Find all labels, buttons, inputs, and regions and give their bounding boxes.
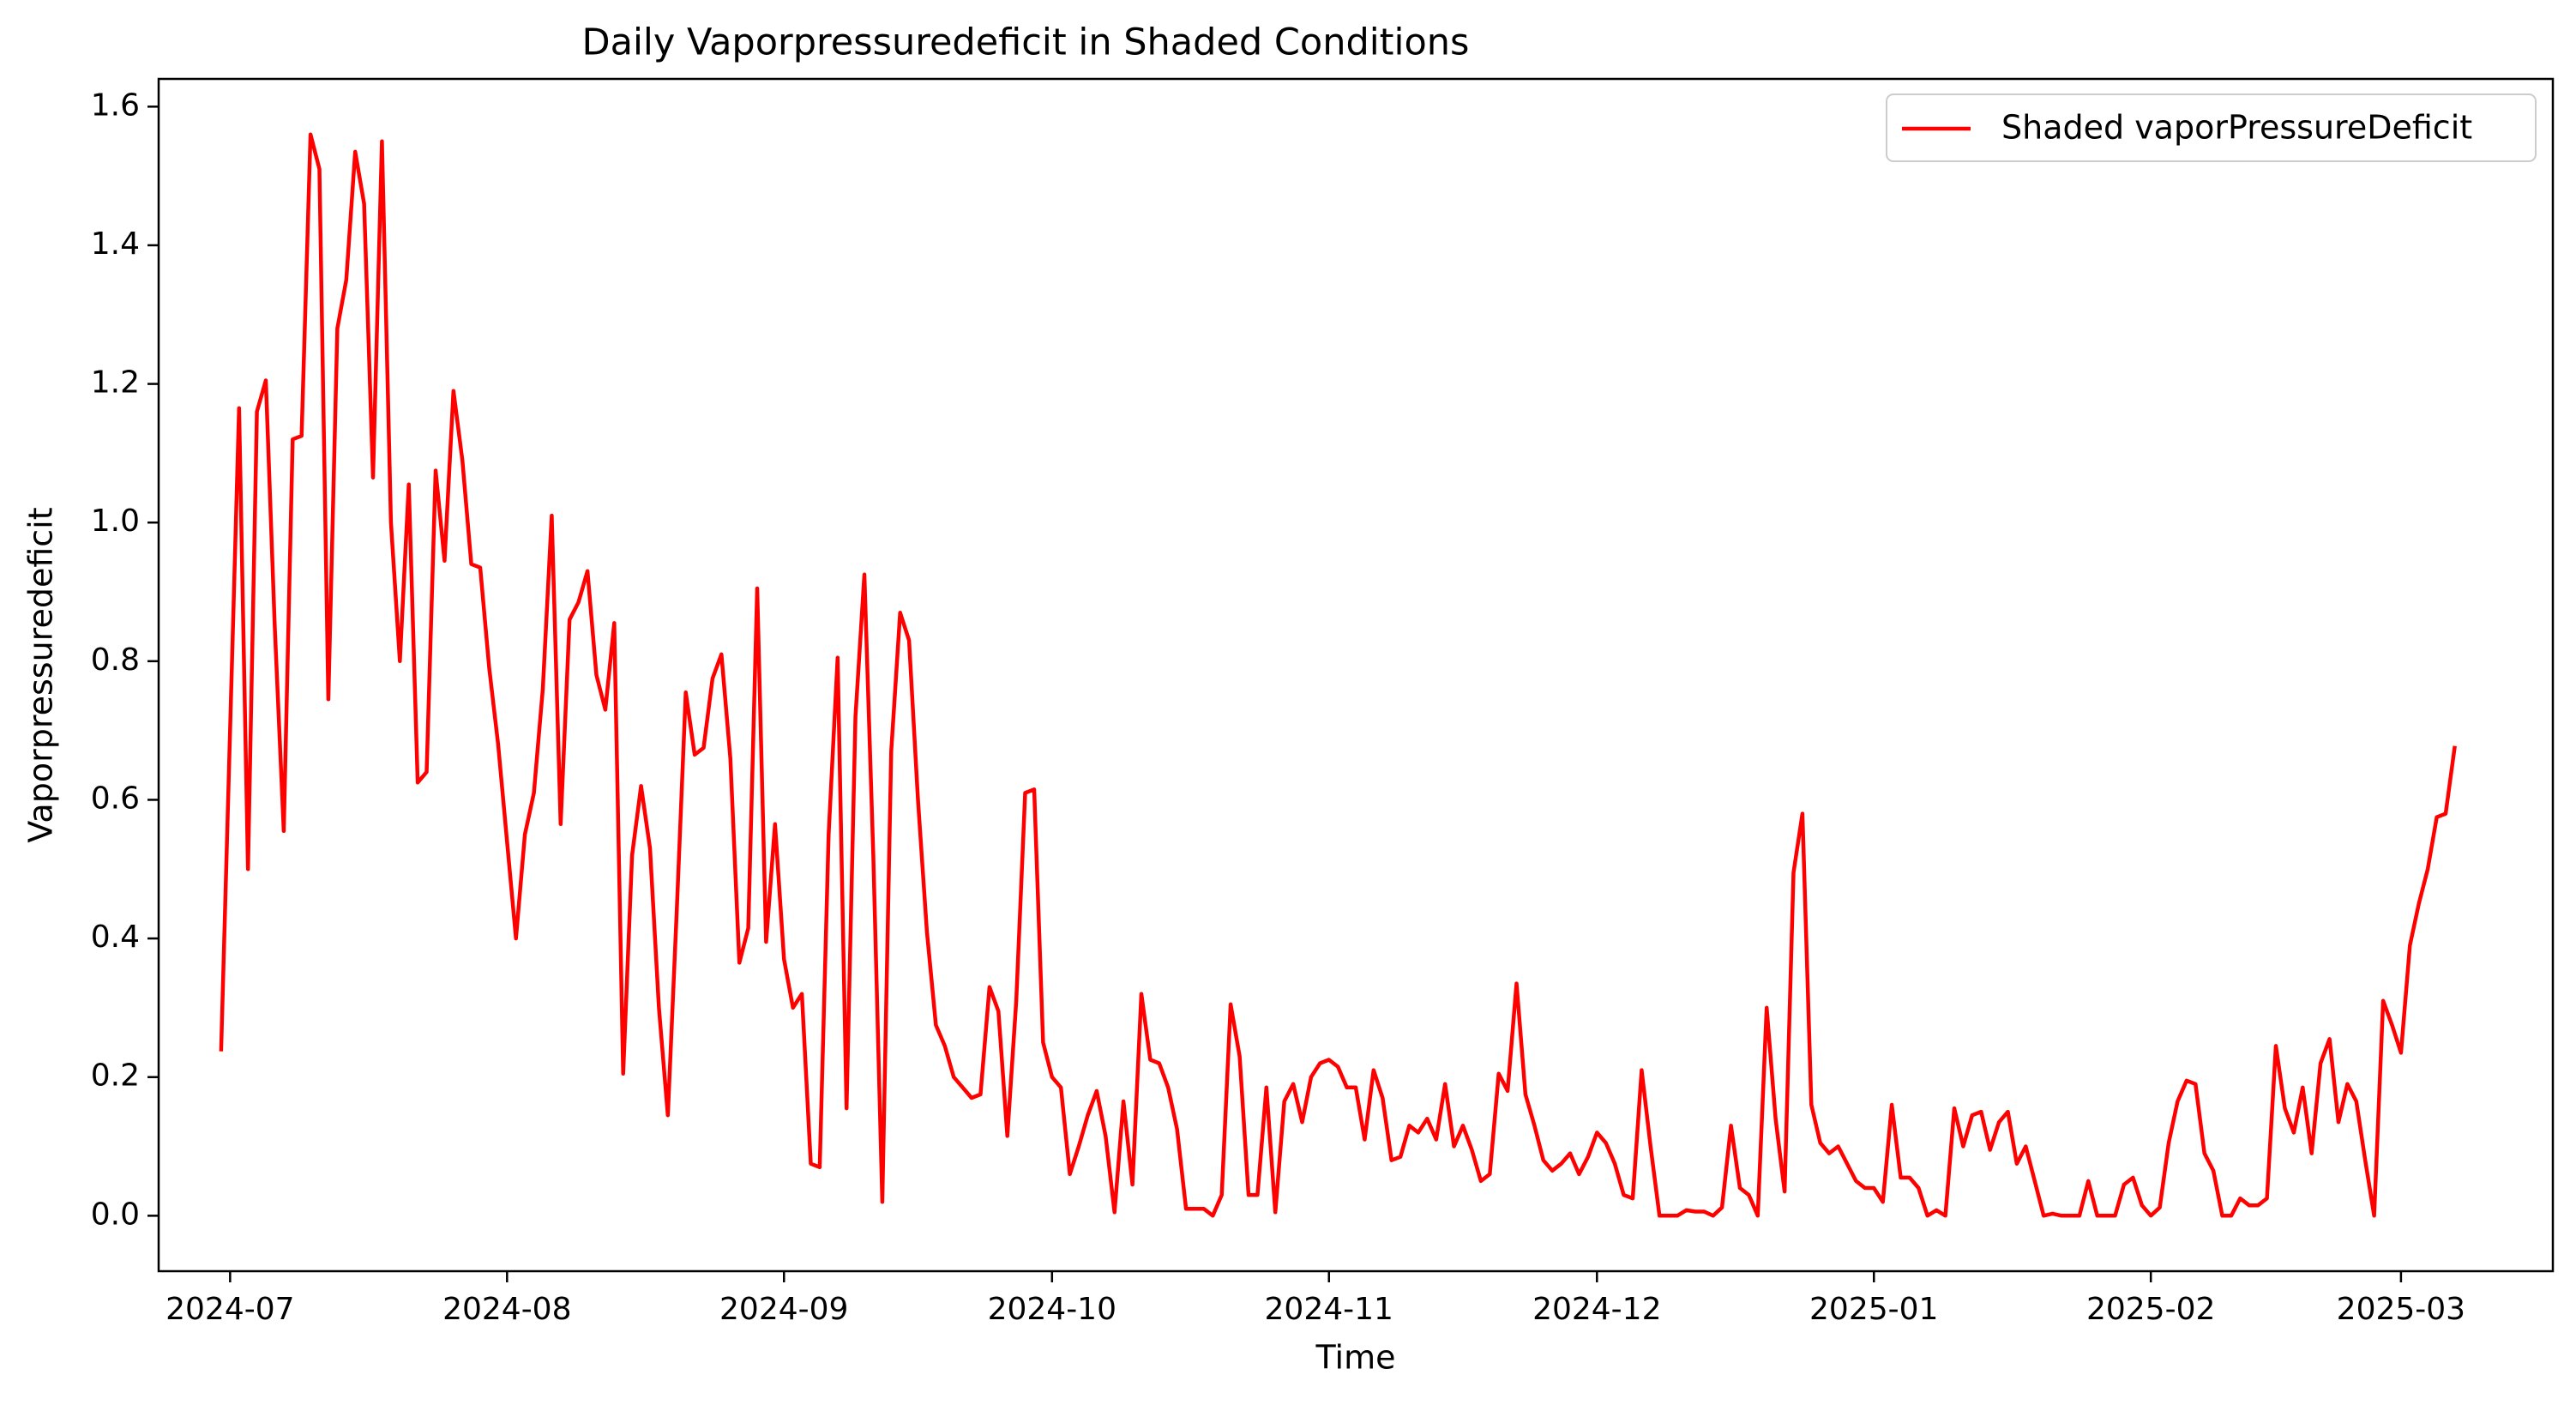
x-axis-label: Time [1315,1339,1396,1377]
x-tick-label: 2025-01 [1809,1292,1938,1327]
y-tick-label: 0.4 [91,920,140,955]
x-tick-label: 2024-11 [1265,1292,1393,1327]
y-tick-label: 0.6 [91,781,140,816]
legend: Shaded vaporPressureDeficit [1886,93,2537,162]
y-tick-label: 1.0 [91,504,140,539]
x-tick-label: 2025-03 [2337,1292,2465,1327]
legend-box [1886,93,2537,162]
y-tick-label: 1.2 [91,365,140,401]
x-axis-ticks: 2024-07 2024-08 2024-09 2024-10 2024-11 2024-… [166,1271,2465,1327]
x-tick-label: 2024-09 [719,1292,848,1327]
y-tick-label: 0.2 [91,1058,140,1094]
plot-area: 2024-07 2024-08 2024-09 2024-10 2024-11 2024-… [91,77,2555,1327]
x-tick-label: 2024-08 [442,1292,571,1327]
y-tick-label: 1.6 [91,87,140,123]
series-line-shaded-vpd [219,132,2457,1218]
x-tick-label: 2025-02 [2086,1292,2215,1327]
legend-label: Shaded vaporPressureDeficit [2001,109,2472,147]
y-axis-label: Vaporpressuredeficit [22,507,60,842]
x-tick-label: 2024-10 [988,1292,1116,1327]
y-tick-label: 1.4 [91,226,140,262]
y-tick-label: 0.0 [91,1197,140,1232]
x-tick-label: 2024-12 [1532,1292,1661,1327]
y-tick-label: 0.8 [91,642,140,678]
y-axis-ticks: 0.0 0.2 0.4 0.6 0.8 1.0 1.2 1.4 1.6 [91,87,159,1232]
chart-title: Daily Vaporpressuredeficit in Shaded Con… [582,21,1470,64]
x-tick-label: 2024-07 [166,1292,294,1327]
